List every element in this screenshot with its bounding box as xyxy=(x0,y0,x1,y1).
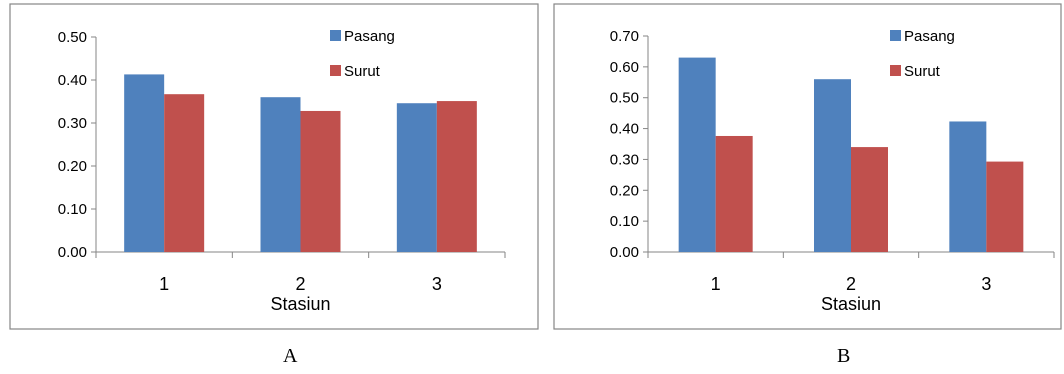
chart-panel-a: 0.00 0.10 0.20 0.30 0.40 0.50 1 2 3 Stasiun Pasang… xyxy=(9,3,539,367)
x-tick-label: 3 xyxy=(981,274,991,294)
bar-pasang-2 xyxy=(260,97,301,252)
bar-surut-2 xyxy=(851,147,888,252)
y-tick-label: 0.70 xyxy=(610,28,639,45)
chart-b: 0.00 0.10 0.20 0.30 0.40 0.50 0.60 0.70 1 2 3 Stasi… xyxy=(553,3,1062,330)
y-tick-label: 0.40 xyxy=(58,72,87,89)
legend-label-pasang: Pasang xyxy=(904,28,955,45)
x-tick-label: 1 xyxy=(711,274,721,294)
x-axis-label: Stasiun xyxy=(270,294,330,314)
legend-label-surut: Surut xyxy=(344,63,381,80)
legend-swatch-surut xyxy=(890,65,901,76)
y-tick-label: 0.00 xyxy=(58,244,87,261)
bar-surut-2 xyxy=(300,110,341,253)
caption-a: A xyxy=(283,345,298,367)
legend-label-pasang: Pasang xyxy=(344,28,395,45)
bar-pasang-3 xyxy=(949,121,987,252)
legend-label-surut: Surut xyxy=(904,63,941,80)
y-tick-label: 0.50 xyxy=(58,29,87,46)
legend-swatch-pasang xyxy=(890,30,901,41)
legend-swatch-surut xyxy=(330,65,341,76)
chart-panel-b: 0.00 0.10 0.20 0.30 0.40 0.50 0.60 0.70 1 2 3 Stasi… xyxy=(544,0,1064,374)
caption-b: B xyxy=(837,345,851,367)
bar-pasang-2 xyxy=(814,79,851,252)
y-tick-label: 0.20 xyxy=(58,158,87,175)
bar-pasang-3 xyxy=(396,103,437,252)
bar-surut-1 xyxy=(164,94,205,252)
bar-pasang-1 xyxy=(124,74,165,252)
bar-pasang-1 xyxy=(678,57,716,252)
y-tick-label: 0.10 xyxy=(58,201,87,218)
bar-surut-3 xyxy=(986,161,1024,252)
y-tick-label: 0.00 xyxy=(610,244,639,261)
bar-surut-1 xyxy=(715,135,753,252)
x-tick-label: 1 xyxy=(159,274,169,294)
y-tick-label: 0.40 xyxy=(610,121,639,138)
y-tick-label: 0.30 xyxy=(58,115,87,132)
x-axis-label: Stasiun xyxy=(821,294,881,314)
y-tick-label: 0.50 xyxy=(610,90,639,107)
x-tick-label: 2 xyxy=(846,274,856,294)
x-tick-label: 2 xyxy=(295,274,305,294)
y-tick-label: 0.10 xyxy=(610,213,639,230)
x-tick-label: 3 xyxy=(432,274,442,294)
y-tick-label: 0.20 xyxy=(610,182,639,199)
y-tick-label: 0.30 xyxy=(610,151,639,168)
y-tick-label: 0.60 xyxy=(610,59,639,76)
chart-a: 0.00 0.10 0.20 0.30 0.40 0.50 1 2 3 Stasiun Pasang… xyxy=(9,3,539,330)
legend-swatch-pasang xyxy=(330,30,341,41)
bar-surut-3 xyxy=(436,101,477,252)
